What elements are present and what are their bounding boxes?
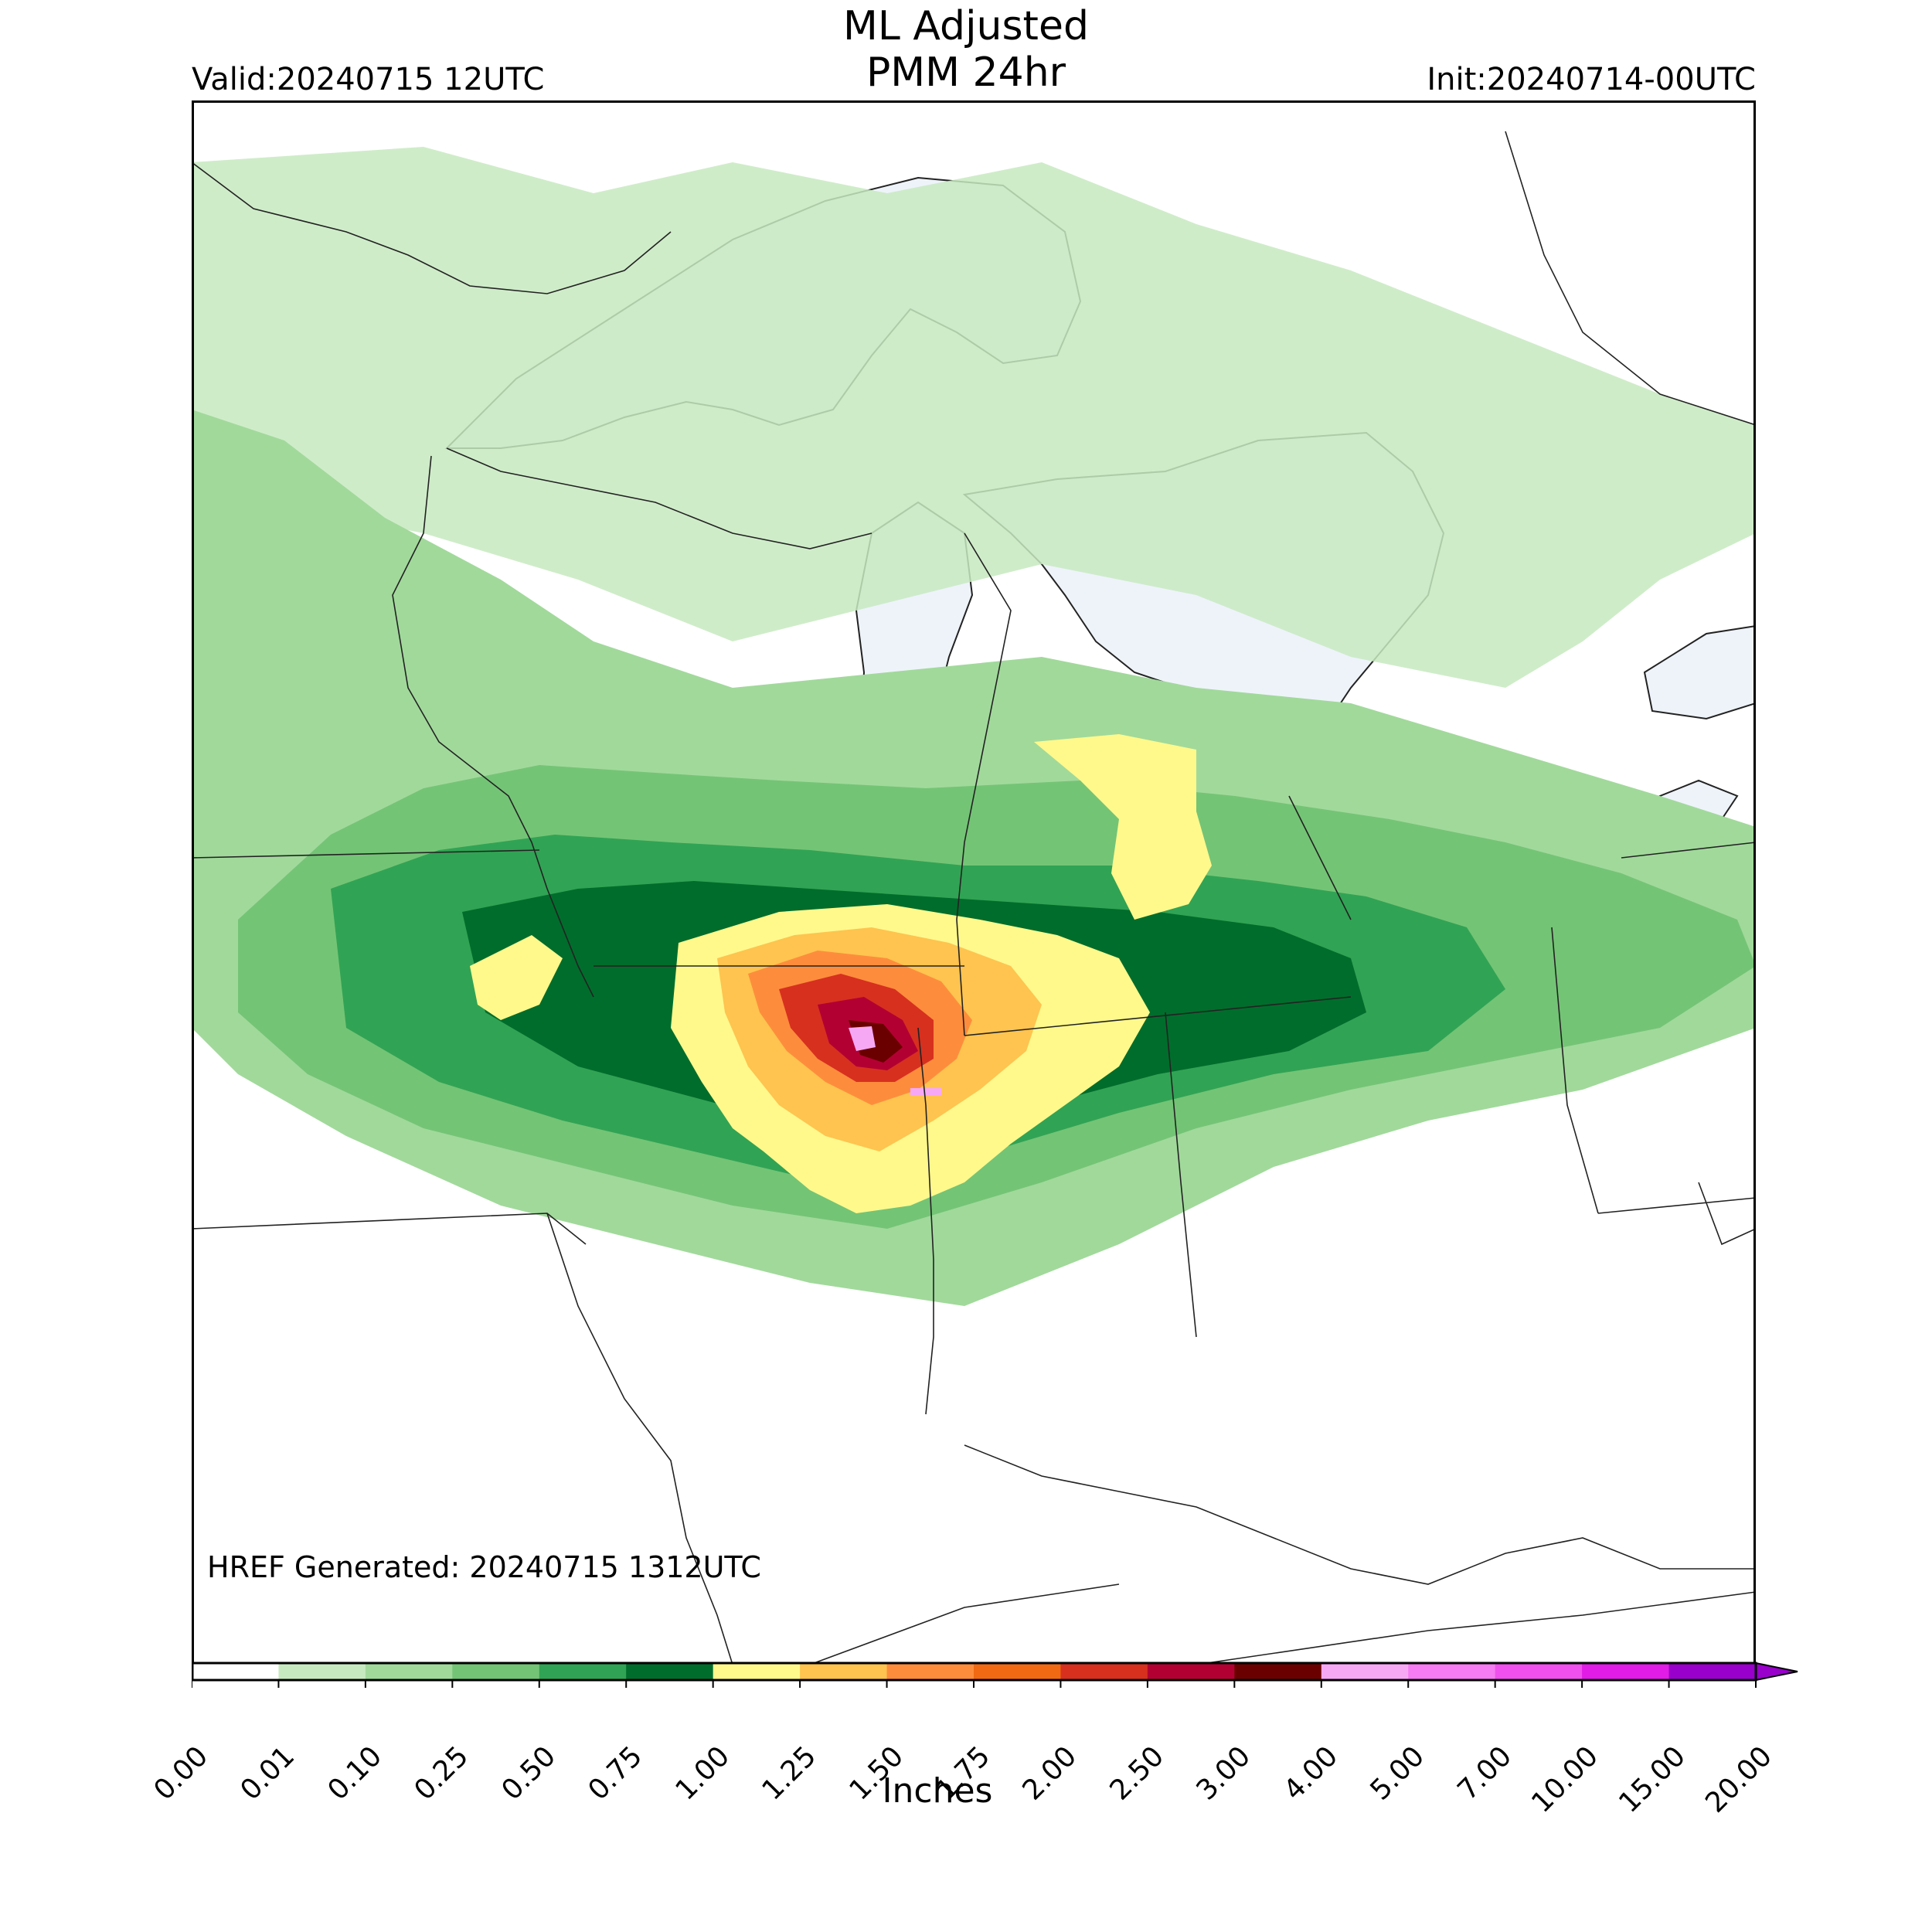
colorbar-segment xyxy=(1408,1663,1496,1680)
title-line-1: ML Adjusted xyxy=(843,3,1089,49)
mn-iowa-border xyxy=(192,849,540,859)
ontario-border xyxy=(1505,131,1756,426)
canada-us-border xyxy=(192,162,672,294)
precip-yellow-ne xyxy=(1034,734,1212,920)
precip-yellow-w xyxy=(470,935,563,1020)
colorbar-segment xyxy=(1495,1663,1583,1680)
ontario-border-2 xyxy=(1621,842,1756,859)
pa-ny-border xyxy=(1597,1197,1756,1214)
precip-light-north xyxy=(192,147,1756,688)
colorbar-segment xyxy=(539,1663,627,1680)
boundaries xyxy=(192,131,1756,1665)
colorbar-extend-arrow xyxy=(1755,1662,1798,1682)
colorbar-segment xyxy=(1582,1663,1670,1680)
colorbar-segment xyxy=(1060,1663,1148,1680)
precip-pink xyxy=(849,1026,876,1051)
colorbar-segment xyxy=(626,1663,714,1680)
colorbar-segment xyxy=(800,1663,888,1680)
colorbar-unit-label: Inches xyxy=(882,1771,993,1811)
precip-pink-2 xyxy=(910,1088,941,1096)
indiana-ohio-border xyxy=(1165,1012,1197,1338)
precip-map xyxy=(192,100,1756,1665)
michigan-lower-peninsula xyxy=(956,532,1012,1036)
thumb-coast xyxy=(1288,795,1352,920)
valid-time-label: Valid:20240715 12UTC xyxy=(192,62,545,97)
upper-peninsula xyxy=(446,447,872,549)
generated-label: HREF Generated: 20240715 1312UTC xyxy=(207,1550,761,1584)
wisconsin-border xyxy=(392,455,594,998)
southern-border xyxy=(1196,1591,1756,1665)
colorbar-segment xyxy=(713,1663,801,1680)
init-time-label: Init:20240714-00UTC xyxy=(1427,62,1756,97)
mi-in-oh-border xyxy=(964,996,1352,1036)
colorbar-segment xyxy=(192,1663,279,1680)
colorbar xyxy=(191,1662,1799,1716)
colorbar-segment xyxy=(1147,1663,1235,1680)
colorbar-segment xyxy=(452,1663,540,1680)
colorbar-segment xyxy=(1321,1663,1409,1680)
colorbar-segment xyxy=(365,1663,453,1680)
ky-tn-border xyxy=(809,1583,1120,1665)
ohio-river xyxy=(964,1444,1756,1585)
colorbar-segment xyxy=(278,1663,366,1680)
colorbar-segment xyxy=(886,1663,975,1680)
map-svg xyxy=(192,100,1756,1665)
ohio-pa-border xyxy=(1551,927,1599,1214)
colorbar-segment xyxy=(1668,1663,1757,1680)
colorbar-segment xyxy=(1234,1663,1322,1680)
title-line-2: PMM 24hr xyxy=(866,49,1066,96)
mississippi-river xyxy=(546,1213,733,1665)
colorbar-svg xyxy=(191,1662,1798,1688)
ny-vt-border xyxy=(1698,1182,1756,1246)
colorbar-segment xyxy=(974,1663,1061,1680)
lake-ontario xyxy=(1643,624,1756,720)
precip-shading xyxy=(192,147,1756,1306)
chart-title: ML Adjusted PMM 24hr xyxy=(0,3,1932,96)
illinois-indiana-border xyxy=(917,1027,934,1415)
